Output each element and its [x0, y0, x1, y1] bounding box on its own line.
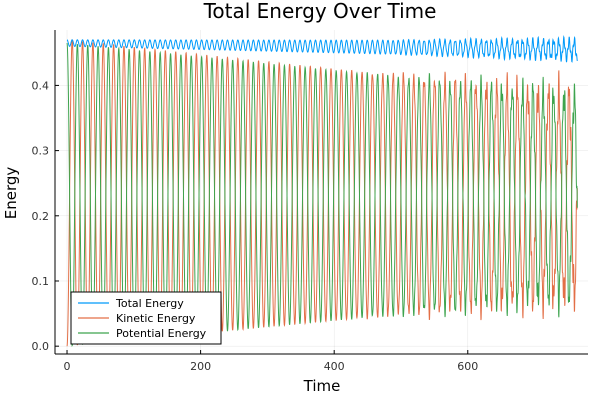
y-tick-label: 0.4: [32, 79, 50, 92]
x-tick-label: 400: [324, 360, 345, 373]
series-potential-energy: [66, 42, 578, 347]
chart-title: Total Energy Over Time: [203, 0, 437, 23]
x-axis-title: Time: [303, 377, 341, 395]
legend: Total Energy Kinetic Energy Potential Ener…: [70, 291, 222, 345]
y-tick-label: 0.1: [32, 275, 50, 288]
y-axis-title: Energy: [2, 167, 20, 220]
y-tick-label: 0.2: [32, 210, 50, 223]
series-kinetic-energy: [66, 39, 578, 347]
x-tick-label: 0: [64, 360, 71, 373]
legend-item-kinetic-energy: Kinetic Energy: [116, 312, 196, 325]
legend-item-potential-energy: Potential Energy: [116, 327, 207, 340]
series-total-energy: [66, 35, 578, 63]
legend-item-total-energy: Total Energy: [115, 297, 184, 310]
y-tick-label: 0.0: [32, 340, 50, 353]
x-tick-label: 200: [190, 360, 211, 373]
axes: [54, 30, 588, 355]
series-layer: [66, 35, 578, 347]
x-tick-label: 600: [457, 360, 478, 373]
ticks: 0 200 400 600 0.0 0.1 0.2 0.3 0.4: [32, 79, 479, 373]
y-tick-label: 0.3: [32, 145, 50, 158]
